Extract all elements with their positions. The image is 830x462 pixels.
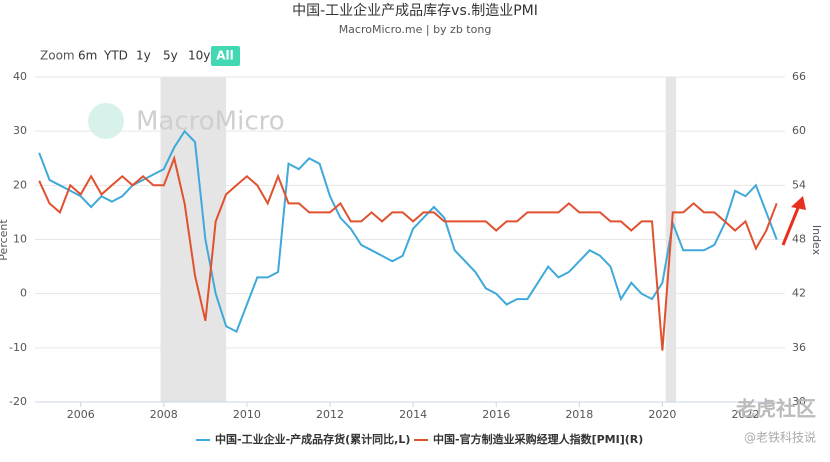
x-tick-label: 2012 — [316, 408, 344, 421]
range-selector: Zoom 6m YTD 1y 5y 10y All — [40, 46, 240, 66]
y-tick-label: 30 — [13, 124, 27, 137]
range-button[interactable]: All — [216, 49, 234, 63]
y2-tick-label: 60 — [792, 124, 806, 137]
y2-axis-title: Index — [810, 225, 823, 256]
x-tick-label: 2014 — [399, 408, 427, 421]
y-tick-label: -20 — [9, 395, 27, 408]
y2-tick-label: 48 — [792, 233, 806, 246]
annotation-arrow — [781, 196, 806, 246]
zoom-label: Zoom — [40, 49, 75, 63]
y2-tick-label: 30 — [792, 395, 806, 408]
range-button[interactable]: 1y — [136, 49, 151, 63]
chart-subtitle: MacroMicro.me | by zb tong — [339, 23, 492, 36]
series-line — [38, 154, 778, 351]
plot-area: MacroMicro -20 -10 0 10 20 30 40 30 36 42 48 54 60 66 2… — [0, 70, 823, 421]
watermark: 老虎社区 — [736, 397, 816, 421]
y-axis-title: Percent — [0, 219, 10, 261]
range-button[interactable]: 10y — [188, 49, 210, 63]
y2-tick-label: 66 — [792, 70, 806, 83]
x-tick-label: 2022 — [732, 408, 760, 421]
y-tick-label: -10 — [9, 341, 27, 354]
legend-label[interactable]: 中国-工业企业-产成品存货(累计同比,L) — [215, 432, 410, 446]
y2-tick-label: 36 — [792, 341, 806, 354]
watermark-logo — [88, 103, 124, 139]
x-tick-label: 2018 — [565, 408, 593, 421]
y-tick-label: 0 — [20, 287, 27, 300]
range-button[interactable]: YTD — [103, 49, 128, 63]
x-tick-label: 2006 — [67, 408, 95, 421]
legend-label[interactable]: 中国-官方制造业采购经理人指数[PMI](R) — [433, 432, 643, 446]
watermark: @老铁科技说 — [744, 430, 816, 445]
x-tick-label: 2010 — [233, 408, 261, 421]
y-tick-label: 10 — [13, 233, 27, 246]
y-tick-label: 40 — [13, 70, 27, 83]
y-tick-label: 20 — [13, 178, 27, 191]
range-button[interactable]: 6m — [78, 49, 97, 63]
watermark: MacroMicro — [136, 107, 285, 137]
y2-tick-label: 54 — [792, 178, 806, 191]
chart-title: 中国-工业企业产成品库存vs.制造业PMI — [292, 2, 538, 19]
x-tick-label: 2020 — [648, 408, 676, 421]
x-tick-label: 2008 — [150, 408, 178, 421]
y2-tick-label: 42 — [792, 287, 806, 300]
x-tick-label: 2016 — [482, 408, 510, 421]
series-line — [38, 129, 778, 334]
range-button-bg[interactable] — [211, 46, 240, 66]
range-button[interactable]: 5y — [163, 49, 178, 63]
